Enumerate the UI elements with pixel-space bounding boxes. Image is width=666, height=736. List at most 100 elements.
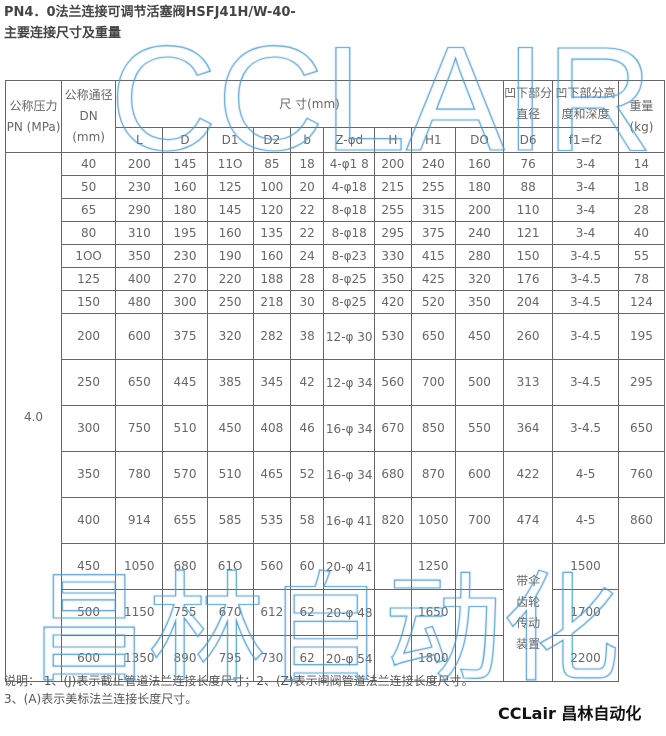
table-cell: 350 <box>455 290 504 314</box>
table-cell: 820 <box>374 497 412 544</box>
subheader-cell: H1 <box>410 127 457 153</box>
brand-logo: CCLair 昌林自动化 <box>498 700 642 724</box>
table-cell: 230 <box>162 244 208 268</box>
pn-cell: 4.0 <box>4 152 63 682</box>
table-cell: 1050 <box>410 497 457 544</box>
table-cell: 20-φ 48 <box>323 589 376 636</box>
table-cell: 600 <box>115 313 164 360</box>
table-cell: 55 <box>617 244 666 268</box>
table-cell: 760 <box>617 451 666 498</box>
table-cell: 255 <box>374 198 412 222</box>
table-cell: 290 <box>115 198 164 222</box>
table-cell: 65 <box>61 198 117 222</box>
table-cell: 240 <box>455 221 504 245</box>
subheader-cell: D6 <box>502 127 554 153</box>
table-cell: 780 <box>115 451 164 498</box>
table-cell: 600 <box>455 451 504 498</box>
subheader-cell: D1 <box>206 127 254 153</box>
table-cell: 120 <box>252 198 292 222</box>
table-cell: 16-φ 41 <box>323 497 376 544</box>
table-cell: 680 <box>162 543 208 590</box>
header-pn: 公称压力 PN (MPa) <box>4 80 63 153</box>
table-cell: 195 <box>617 313 666 360</box>
table-cell: 425 <box>410 267 457 291</box>
table-cell: 61O <box>206 543 254 590</box>
table-cell: 78 <box>617 267 666 291</box>
table-cell: 3-4.5 <box>552 405 619 452</box>
table-cell: 385 <box>206 359 254 406</box>
table-cell: 18 <box>617 175 666 199</box>
table-cell: 400 <box>115 267 164 291</box>
table-cell: 80 <box>61 221 117 245</box>
table-row: 250 650 445 385 345 42 12-φ 34 560 700 500 313 3-4.… <box>6 359 666 406</box>
table-cell: 3-4.5 <box>552 290 619 314</box>
table-cell: 1OO <box>61 244 117 268</box>
dimension-table: 公称压力 PN (MPa) 公称通径 DN (mm) 尺 寸(mm) 凹下部分直… <box>4 80 666 682</box>
table-cell: 300 <box>61 405 117 452</box>
table-cell: 750 <box>115 405 164 452</box>
table-cell: 415 <box>410 244 457 268</box>
table-cell: 12-φ 34 <box>323 359 376 406</box>
table-cell: 200 <box>374 152 412 176</box>
table-cell: 125 <box>61 267 117 291</box>
table-cell: 4-5 <box>552 451 619 498</box>
table-cell: 150 <box>502 244 554 268</box>
table-cell: 260 <box>502 313 554 360</box>
table-cell: 50 <box>61 175 117 199</box>
table-cell: 295 <box>617 359 666 406</box>
header-size: 尺 寸(mm) <box>115 80 504 128</box>
table-cell: 230 <box>115 175 164 199</box>
table-cell: 422 <box>502 451 554 498</box>
table-cell: 3-4.5 <box>552 267 619 291</box>
table-cell: 160 <box>206 221 254 245</box>
table-row: 50 230 160 125 100 20 4-φ18 215 255 180 88 3-4 18 <box>6 175 666 199</box>
table-cell: 465 <box>252 451 292 498</box>
table-cell: 3-4.5 <box>552 244 619 268</box>
table-row: 80 310 195 160 135 22 8-φ18 295 375 240 121 3-4 40 <box>6 221 666 245</box>
table-cell: 1700 <box>552 589 619 636</box>
table-cell: 85 <box>252 152 292 176</box>
table-cell: 914 <box>115 497 164 544</box>
table-cell: 11O <box>206 152 254 176</box>
table-cell: 160 <box>162 175 208 199</box>
table-cell: 124 <box>617 290 666 314</box>
table-cell: 282 <box>252 313 292 360</box>
table-cell <box>374 543 412 590</box>
subheader-cell: b <box>290 127 325 153</box>
table-cell: 38 <box>290 313 325 360</box>
table-cell: 195 <box>162 221 208 245</box>
table-cell: 375 <box>162 313 208 360</box>
table-cell: 60 <box>290 543 325 590</box>
table-cell: 408 <box>252 405 292 452</box>
table-row: 400 914 655 585 535 58 16-φ 41 820 1050 700 474 4-5… <box>6 497 666 544</box>
table-cell: 121 <box>502 221 554 245</box>
subheader-cell: L <box>115 127 164 153</box>
table-cell: 375 <box>410 221 457 245</box>
table-cell: 46 <box>290 405 325 452</box>
table-cell: 655 <box>162 497 208 544</box>
table-cell: 450 <box>61 543 117 590</box>
table-cell: 28 <box>290 267 325 291</box>
table-cell: 180 <box>162 198 208 222</box>
table-cell: 180 <box>455 175 504 199</box>
table-cell: 350 <box>61 451 117 498</box>
table-cell: 650 <box>410 313 457 360</box>
table-cell: 650 <box>617 405 666 452</box>
table-cell: 200 <box>455 198 504 222</box>
table-cell: 150 <box>61 290 117 314</box>
table-cell: 3-4.5 <box>552 359 619 406</box>
header-dn: 公称通径 DN (mm) <box>61 80 117 153</box>
table-cell: 500 <box>455 359 504 406</box>
table-cell: 160 <box>455 152 504 176</box>
table-cell: 4-φ1 8 <box>323 152 376 176</box>
table-cell: 240 <box>410 152 457 176</box>
table-cell: 176 <box>502 267 554 291</box>
table-cell: 364 <box>502 405 554 452</box>
table-cell: 28 <box>617 198 666 222</box>
table-cell: 40 <box>61 152 117 176</box>
subheader-cell: D2 <box>252 127 292 153</box>
table-cell: 62 <box>290 589 325 636</box>
table-cell: 420 <box>374 290 412 314</box>
table-cell: 450 <box>206 405 254 452</box>
table-cell <box>455 589 504 636</box>
